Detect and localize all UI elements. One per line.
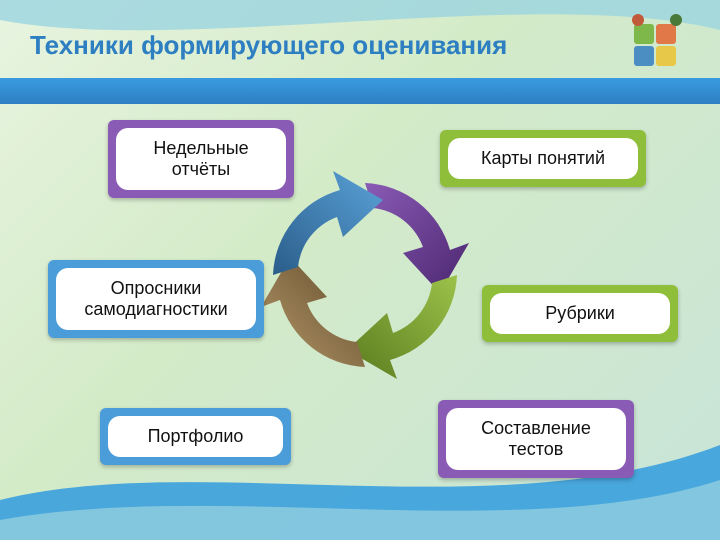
technique-label: Карты понятий <box>448 138 638 179</box>
page-title: Техники формирующего оценивания <box>30 30 507 61</box>
technique-label: Недельные отчёты <box>116 128 286 190</box>
technique-card-concept-maps: Карты понятий <box>440 130 646 187</box>
slide: Техники формирующего оценивания Недельны… <box>0 0 720 540</box>
technique-label: Портфолио <box>108 416 283 457</box>
corner-decoration-icon <box>622 6 692 76</box>
technique-card-self-diagnostics: Опросники самодиагностики <box>48 260 264 338</box>
technique-label: Опросники самодиагностики <box>56 268 256 330</box>
technique-label: Составление тестов <box>446 408 626 470</box>
technique-card-test-making: Составление тестов <box>438 400 634 478</box>
title-ribbon <box>0 78 720 104</box>
cycle-diagram <box>255 165 475 385</box>
technique-label: Рубрики <box>490 293 670 334</box>
technique-card-portfolio: Портфолио <box>100 408 291 465</box>
technique-card-rubrics: Рубрики <box>482 285 678 342</box>
technique-card-weekly-reports: Недельные отчёты <box>108 120 294 198</box>
